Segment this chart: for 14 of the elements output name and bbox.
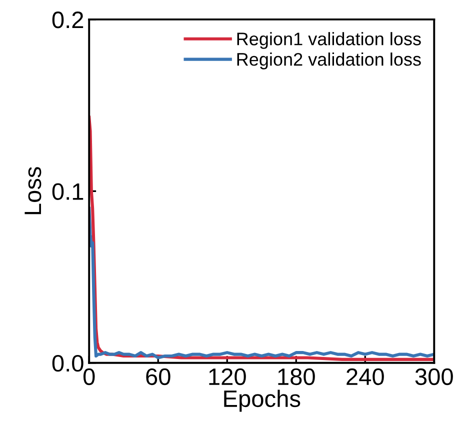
x-tick-label: 60 [146,368,170,386]
x-axis-title: Epochs [224,390,300,412]
x-tick-label: 300 [415,368,453,386]
x-tick-label: 180 [278,368,315,386]
y-tick-label: 0.1 [52,183,84,200]
line-series [89,206,434,360]
legend-label: Region1 validation loss [237,32,421,49]
y-tick-label: 0.0 [52,354,84,372]
legend-label: Region2 validation loss [237,52,421,70]
x-tick-label: 0 [83,368,95,386]
y-axis-title: Loss [24,167,42,214]
x-tick-label: 240 [346,368,384,386]
y-tick-label: 0.2 [52,12,84,28]
x-tick-label: 120 [209,368,246,386]
